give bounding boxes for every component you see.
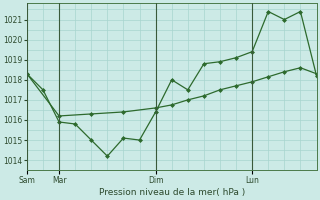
X-axis label: Pression niveau de la mer( hPa ): Pression niveau de la mer( hPa ) bbox=[99, 188, 245, 197]
